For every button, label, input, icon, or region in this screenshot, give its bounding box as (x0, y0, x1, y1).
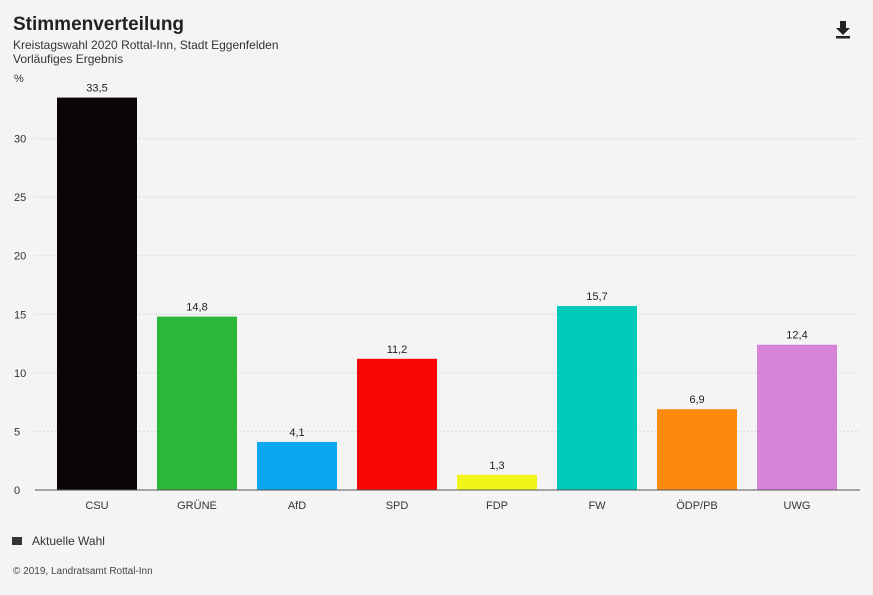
y-tick-label: 30 (14, 134, 26, 146)
download-icon[interactable] (834, 20, 852, 40)
copyright-footer: © 2019, Landratsamt Rottal-Inn (13, 566, 153, 577)
y-tick-label: 25 (14, 192, 26, 204)
y-tick-label: 20 (14, 251, 26, 263)
legend-label: Aktuelle Wahl (32, 534, 105, 548)
bar-fdp (457, 474, 537, 490)
legend[interactable]: Aktuelle Wahl (12, 534, 105, 548)
chart-subtitle: Kreistagswahl 2020 Rottal-Inn, Stadt Egg… (13, 38, 279, 52)
x-tick-label: UWG (784, 500, 811, 512)
x-tick-label: FW (588, 500, 606, 512)
x-tick-label: GRÜNE (177, 500, 217, 512)
x-tick-label: FDP (486, 500, 508, 512)
x-tick-label: ÖDP/PB (676, 500, 718, 512)
data-label: 14,8 (186, 302, 207, 314)
data-label: 4,1 (289, 427, 304, 439)
y-tick-label: 15 (14, 309, 26, 321)
x-tick-label: AfD (288, 500, 306, 512)
y-tick-label: 10 (14, 368, 26, 380)
data-label: 11,2 (387, 344, 408, 356)
bar--dp-pb (657, 409, 737, 490)
data-label: 1,3 (489, 460, 504, 472)
legend-swatch (12, 537, 22, 545)
bar-spd (357, 358, 437, 490)
data-label: 15,7 (586, 291, 607, 303)
bar-csu (57, 97, 137, 491)
bar-uwg (757, 344, 837, 490)
bar-chart: % 0 5 10 15 20 25 30 33,5 CSU 14,8 GRÜNE 4,1 AfD 11,2 S… (14, 73, 860, 512)
data-label: 6,9 (689, 394, 704, 406)
x-tick-label: CSU (85, 500, 108, 512)
data-label: 12,4 (786, 330, 807, 342)
x-tick-label: SPD (386, 500, 409, 512)
data-label: 33,5 (86, 83, 107, 95)
bar-gr-ne (157, 316, 237, 490)
bar-afd (257, 441, 337, 490)
chart-title: Stimmenverteilung (13, 14, 185, 35)
y-tick-label: 0 (14, 485, 20, 497)
y-tick-label: 5 (14, 426, 20, 438)
chart-subtitle-result-status: Vorläufiges Ergebnis (13, 52, 124, 66)
bar-fw (557, 306, 637, 490)
y-axis-label: % (14, 73, 24, 85)
